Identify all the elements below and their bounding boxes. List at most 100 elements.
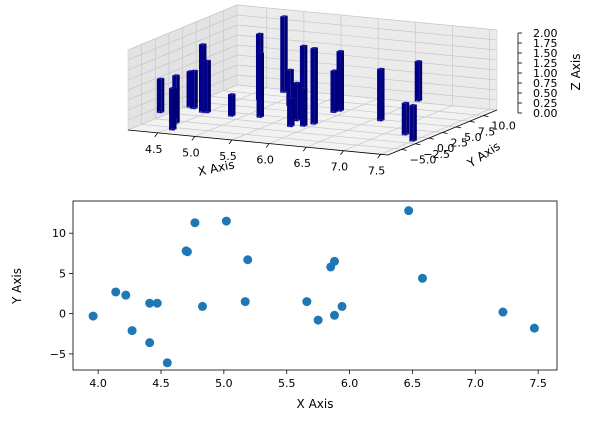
bar3d-z-tick-label: 1.25 xyxy=(533,57,558,70)
bar3d-bar-front xyxy=(300,88,305,127)
bar3d-bar-top xyxy=(286,68,294,71)
bar3d-bar-top xyxy=(336,49,344,52)
bar3d-bar xyxy=(168,86,177,131)
scatter-point xyxy=(127,326,137,336)
scatter-x-tick-label: 5.0 xyxy=(215,377,233,390)
bar3d-x-tick-label: 6.5 xyxy=(294,157,312,170)
bar3d-y-tick-label: 5.0 xyxy=(464,131,482,144)
bar3d-bar-side xyxy=(297,82,301,122)
bar3d-bar-front xyxy=(203,60,208,114)
bar3d-bar-shadow xyxy=(401,133,410,136)
bar3d-bar-front xyxy=(377,68,382,122)
bar3d-bar-side xyxy=(314,47,318,125)
bar3d-bar xyxy=(190,69,198,110)
bar3d-grid-line xyxy=(141,124,402,150)
scatter-y-tick-label: −5 xyxy=(50,348,66,361)
bar3d-bar-shadow xyxy=(168,128,177,131)
bar3d-bar-shadow xyxy=(336,109,345,112)
bar3d-bar-front xyxy=(198,44,204,113)
bar3d-bar-side xyxy=(260,52,264,118)
bar3d-bar-shadow xyxy=(310,122,319,125)
bar3d-grid-line xyxy=(127,84,238,131)
bar3d-grid-line xyxy=(127,14,238,61)
bar3d-bar-front xyxy=(401,102,407,136)
bar3d-x-tick-label: 7.5 xyxy=(368,164,386,177)
bar3d-y-tick xyxy=(415,143,421,146)
bar3d-z-tick-label: 1.50 xyxy=(533,47,558,60)
bar3d-bar-front xyxy=(186,71,192,108)
bar3d-bar-shadow xyxy=(376,119,385,122)
scatter-y-tick-label: 10 xyxy=(52,227,66,240)
scatter-chart: 4.0 4.5 5.0 5.5 6.0 6.5 7.0 7.5 −5 0 5 10 X Axis Y… xyxy=(10,200,558,411)
scatter-point xyxy=(302,297,312,307)
scatter-x-tick-label: 6.5 xyxy=(404,377,422,390)
bar3d-bar-side xyxy=(340,50,344,112)
bar3d-y-tick xyxy=(401,148,407,151)
bar3d-bar-top xyxy=(280,15,288,17)
scatter-point xyxy=(240,297,250,307)
bar3d-y-tick xyxy=(469,120,475,123)
scatter-point xyxy=(88,311,98,321)
bar3d-bar-top xyxy=(169,86,177,89)
bar3d-grid-line xyxy=(127,4,238,51)
bar3d-z-tick-label: 0.50 xyxy=(533,87,558,100)
bar3d-bar-shadow xyxy=(280,90,288,94)
bar3d-bar-side xyxy=(232,93,236,117)
bar3d-grid-line xyxy=(155,118,416,145)
bar3d-bar xyxy=(227,93,236,118)
bar3d-x-tick xyxy=(154,132,159,138)
bar3d-bar-side xyxy=(334,69,338,114)
bar3d-bar xyxy=(401,101,410,136)
bar3d-bar-top xyxy=(310,47,318,49)
bar3d-chart: 4.5 5.0 5.5 6.0 6.5 7.0 7.5−5.0−2.50.02.55.07.… xyxy=(127,4,583,179)
scatter-y-tick-label: 5 xyxy=(59,267,66,280)
scatter-point xyxy=(190,218,200,228)
bar3d-bar-top xyxy=(401,101,410,104)
scatter-point xyxy=(498,307,508,317)
bar3d-bar-shadow xyxy=(227,114,236,118)
bar3d-bar-shadow xyxy=(409,139,417,142)
scatter-point xyxy=(162,358,172,368)
scatter-x-tick-label: 6.0 xyxy=(341,377,359,390)
bar3d-bar-side xyxy=(419,60,423,102)
bar3d-bar-front xyxy=(287,98,292,128)
bar3d-bar-shadow xyxy=(286,125,295,128)
scatter-point xyxy=(152,298,162,308)
bar3d-bar-top xyxy=(377,67,385,70)
scatter-point xyxy=(417,273,427,283)
bar3d-x-tick xyxy=(340,150,344,155)
bar3d-bar-shadow xyxy=(414,99,423,102)
scatter-point xyxy=(145,298,155,308)
bar3d-bar xyxy=(330,69,339,114)
bar3d-x-tick xyxy=(377,154,381,159)
bar3d-bar xyxy=(156,77,165,114)
bar3d-bar-top xyxy=(156,77,165,80)
scatter-point xyxy=(329,310,339,320)
scatter-point xyxy=(529,323,539,333)
bar3d-ticks: 4.5 5.0 5.5 6.0 6.5 7.0 7.5−5.0−2.50.02.55.07.… xyxy=(127,27,558,177)
bar3d-grid-line xyxy=(127,74,238,121)
bar3d-grid-line xyxy=(127,34,238,81)
bar3d-bar-front xyxy=(228,94,233,117)
scatter-point xyxy=(337,301,347,311)
bar3d-bar-top xyxy=(409,104,417,106)
scatter-x-tick-label: 4.5 xyxy=(152,377,170,390)
bar3d-y-tick-label: −2.5 xyxy=(423,148,450,161)
bar3d-bar-front xyxy=(409,105,414,142)
bar3d-y-tick xyxy=(483,115,489,118)
bar3d-y-tick-label: 7.5 xyxy=(478,125,496,138)
bar3d-z-tick-label: 1.75 xyxy=(533,37,558,50)
bar3d-z-tick-label: 2.00 xyxy=(533,27,558,40)
bar3d-y-tick xyxy=(428,137,434,140)
bar3d-bar xyxy=(376,67,385,122)
bar3d-grid-line xyxy=(127,64,238,111)
scatter-point xyxy=(121,290,131,300)
bar3d-bar-side xyxy=(406,102,410,136)
bar3d-z-tick-label: 0.00 xyxy=(533,107,558,120)
scatter-y-axis-label: Y Axis xyxy=(10,268,24,305)
scatter-x-tick-label: 4.0 xyxy=(89,377,107,390)
bar3d-y-tick-label: 10.0 xyxy=(491,120,516,133)
scatter-plot-area xyxy=(72,200,558,371)
bar3d-x-tick-label: 6.0 xyxy=(256,154,274,167)
bar3d-y-tick-label: 0.0 xyxy=(437,142,455,155)
